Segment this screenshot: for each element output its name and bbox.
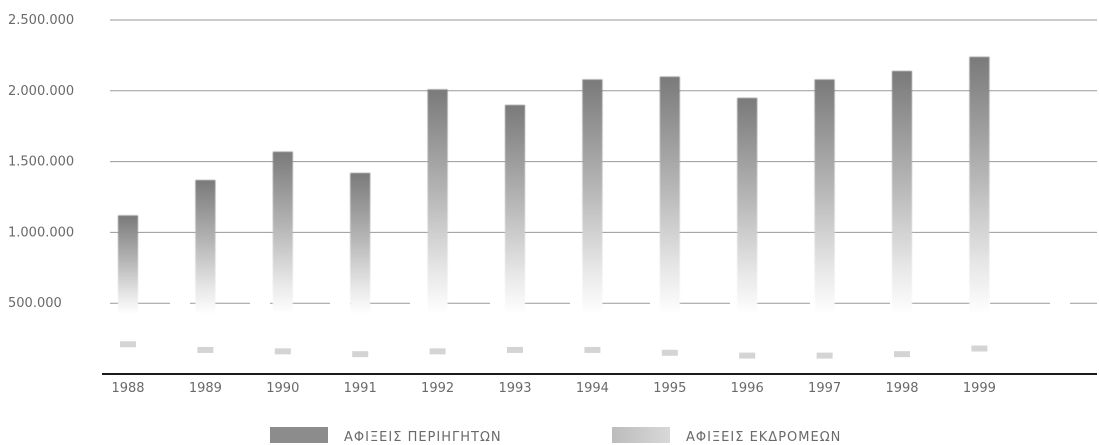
x-tick-label: 1997 bbox=[808, 381, 841, 396]
legend: ΑΦΙΞΕΙΣ ΠΕΡΙΗΓΗΤΩΝ ΑΦΙΞΕΙΣ ΕΚΔΡΟΜΕΩΝ bbox=[270, 427, 841, 445]
x-tick-label: 1988 bbox=[111, 381, 144, 396]
bar-excursionists-1989 bbox=[197, 346, 214, 353]
bar-arrivals-1995 bbox=[659, 76, 680, 314]
x-tick-label: 1994 bbox=[576, 381, 609, 396]
legend-label-series-2: ΑΦΙΞΕΙΣ ΕΚΔΡΟΜΕΩΝ bbox=[686, 430, 841, 445]
bar-excursionists-1995 bbox=[661, 349, 678, 356]
y-axis-ticks: 500.000 1.000.000 1.500.000 2.000.000 2.500.… bbox=[8, 13, 74, 311]
bar-arrivals-1996 bbox=[737, 97, 758, 314]
y-tick-label: 1.500.000 bbox=[8, 155, 74, 170]
x-tick-label: 1990 bbox=[266, 381, 299, 396]
legend-swatch-series-1 bbox=[270, 427, 328, 443]
x-tick-label: 1999 bbox=[963, 381, 996, 396]
bar-excursionists-1990 bbox=[274, 348, 291, 355]
legend-swatch-series-2 bbox=[612, 427, 670, 443]
bar-arrivals-1998 bbox=[892, 70, 912, 314]
grid-lines bbox=[110, 19, 1097, 304]
y-tick-label: 2.500.000 bbox=[8, 13, 74, 28]
bar-excursionists-1999 bbox=[971, 345, 988, 352]
x-tick-label: 1991 bbox=[344, 381, 377, 396]
legend-label-series-1: ΑΦΙΞΕΙΣ ΠΕΡΙΗΓΗΤΩΝ bbox=[344, 430, 502, 445]
x-tick-label: 1992 bbox=[421, 381, 454, 396]
bars bbox=[118, 56, 990, 359]
bar-arrivals-1999 bbox=[969, 56, 990, 314]
x-tick-label: 1998 bbox=[885, 381, 918, 396]
bar-arrivals-1989 bbox=[195, 180, 216, 314]
x-tick-label: 1989 bbox=[189, 381, 222, 396]
bar-excursionists-1991 bbox=[352, 351, 369, 358]
bar-arrivals-1992 bbox=[427, 89, 448, 314]
bar-excursionists-1992 bbox=[429, 348, 446, 355]
x-tick-label: 1995 bbox=[653, 381, 686, 396]
x-axis-ticks: 1988 1989 1990 1991 1992 1993 1994 1995 1996 1997… bbox=[111, 381, 995, 396]
bar-excursionists-1996 bbox=[739, 352, 756, 359]
bar-arrivals-1988 bbox=[118, 215, 138, 314]
bar-arrivals-1991 bbox=[350, 172, 371, 314]
y-tick-label: 2.000.000 bbox=[8, 84, 74, 99]
bar-excursionists-1988 bbox=[120, 341, 136, 348]
bar-excursionists-1998 bbox=[894, 351, 910, 358]
bar-excursionists-1994 bbox=[584, 346, 601, 353]
bar-excursionists-1993 bbox=[507, 346, 523, 353]
x-tick-label: 1996 bbox=[731, 381, 764, 396]
bar-arrivals-1997 bbox=[814, 79, 835, 314]
bar-arrivals-1990 bbox=[272, 151, 293, 314]
y-tick-label: 1.000.000 bbox=[8, 225, 74, 240]
bar-arrivals-1994 bbox=[582, 79, 603, 314]
bar-excursionists-1997 bbox=[816, 352, 833, 359]
y-tick-label: 500.000 bbox=[8, 296, 62, 311]
x-tick-label: 1993 bbox=[498, 381, 531, 396]
bar-arrivals-1993 bbox=[505, 104, 525, 315]
